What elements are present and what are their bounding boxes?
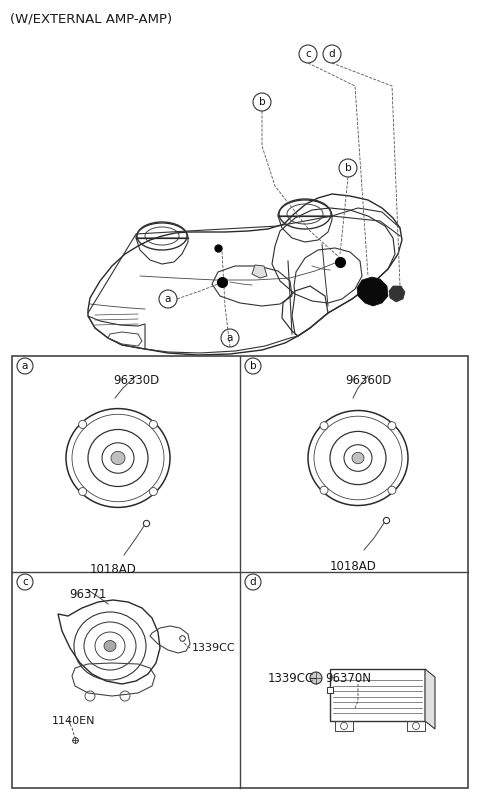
Bar (407, 721, 425, 731)
Circle shape (320, 486, 328, 494)
Text: 1018AD: 1018AD (330, 560, 376, 573)
Text: a: a (227, 333, 233, 343)
Polygon shape (357, 277, 388, 306)
Circle shape (388, 486, 396, 494)
Text: 1140EN: 1140EN (52, 716, 96, 726)
Circle shape (388, 422, 396, 430)
Circle shape (79, 488, 87, 496)
Polygon shape (389, 286, 405, 302)
Text: d: d (250, 577, 256, 587)
Circle shape (149, 420, 157, 428)
Text: a: a (165, 294, 171, 304)
Text: b: b (250, 361, 256, 371)
Text: c: c (305, 49, 311, 59)
Text: d: d (329, 49, 336, 59)
Text: 96360D: 96360D (345, 374, 391, 387)
Text: a: a (22, 361, 28, 371)
Ellipse shape (111, 451, 125, 465)
Circle shape (79, 420, 87, 428)
Text: (W/EXTERNAL AMP-AMP): (W/EXTERNAL AMP-AMP) (10, 13, 172, 26)
Text: 1018AD: 1018AD (90, 563, 136, 576)
Circle shape (149, 488, 157, 496)
Text: 1339CC: 1339CC (268, 672, 314, 685)
Text: b: b (259, 97, 265, 107)
Bar (335, 721, 353, 731)
Text: 96371: 96371 (69, 588, 107, 601)
Circle shape (320, 422, 328, 430)
Bar (12, 356, 468, 788)
Polygon shape (252, 265, 267, 278)
Text: 96370N: 96370N (325, 672, 371, 685)
Ellipse shape (104, 641, 116, 651)
Ellipse shape (352, 452, 364, 464)
Text: c: c (22, 577, 28, 587)
Text: b: b (345, 163, 351, 173)
Polygon shape (425, 669, 435, 729)
Text: 96330D: 96330D (113, 374, 159, 387)
Text: 1339CC: 1339CC (192, 643, 236, 653)
Circle shape (310, 672, 322, 684)
